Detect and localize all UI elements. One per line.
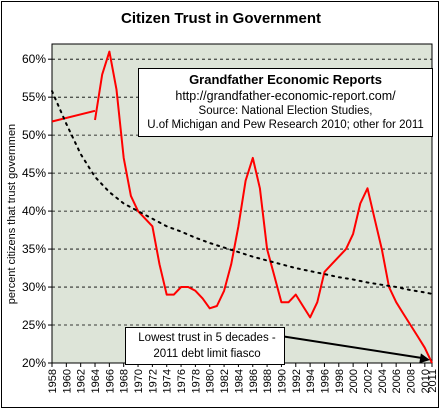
x-tick-label: 2000 (348, 369, 360, 393)
x-tick-label: 1964 (90, 369, 102, 393)
x-tick-label: 1986 (248, 369, 260, 393)
x-tick-label: 1970 (133, 369, 145, 393)
x-tick-label: 2011 (427, 369, 439, 393)
series-layer (51, 50, 433, 364)
x-tick-label: 1958 (47, 369, 59, 393)
y-axis: 20% 25% 30% 35% 40% 45% 50% 55% 60% (22, 52, 52, 370)
y-tick-label: 40% (22, 204, 46, 218)
x-tick-label: 1988 (262, 369, 274, 393)
y-tick-label: 35% (22, 242, 46, 256)
x-axis: 1958 1960 1962 1964 1966 1968 1970 1972 1974 1976… (47, 363, 439, 393)
annotation-line-1: Lowest trust in 5 decades - (138, 332, 276, 344)
x-tick-label: 2004 (377, 369, 389, 393)
trust-series-line (94, 50, 433, 364)
x-tick-label: 1976 (176, 369, 188, 393)
x-tick-label: 1962 (76, 369, 88, 393)
x-tick-label: 1960 (61, 369, 73, 393)
y-tick-label: 30% (22, 280, 46, 294)
y-tick-label: 20% (22, 356, 46, 370)
x-tick-label: 1972 (147, 369, 159, 393)
x-tick-label: 2008 (405, 369, 417, 393)
x-tick-label: 1996 (319, 369, 331, 393)
x-tick-label: 1968 (119, 369, 131, 393)
x-tick-label: 1980 (205, 369, 217, 393)
annotation-line-2: 2011 debt limit fiasco (153, 348, 261, 360)
x-tick-label: 1994 (305, 369, 317, 393)
x-tick-label: 1966 (104, 369, 116, 393)
y-tick-label: 60% (22, 52, 46, 66)
source-box-url: http://grandfather-economic-report.com/ (175, 89, 396, 103)
x-tick-label: 1978 (190, 369, 202, 393)
y-tick-label: 25% (22, 318, 46, 332)
annotation-box: Lowest trust in 5 decades - 2011 debt li… (125, 327, 285, 365)
x-tick-label: 2010 (420, 369, 432, 393)
source-box-source: Source: National Election Studies, (198, 105, 373, 117)
annotation-arrow-shaft (282, 335, 423, 359)
x-tick-label: 2006 (391, 369, 403, 393)
x-tick-label: 1982 (219, 369, 231, 393)
trend-line (51, 90, 433, 295)
chart-title: Citizen Trust in Government (120, 10, 322, 27)
x-tick-label: 1998 (334, 369, 346, 393)
x-tick-label: 1974 (162, 369, 174, 393)
y-axis-label: percent citizens that trust governmen (6, 123, 18, 305)
source-box-publisher: Grandfather Economic Reports (189, 72, 382, 87)
annotation-arrow-head (419, 353, 430, 364)
source-box-source-detail: U.of Michigan and Pew Research 2010; oth… (147, 119, 424, 131)
x-tick-label: 2002 (362, 369, 374, 393)
y-tick-label: 50% (22, 128, 46, 142)
trust-series-line (51, 109, 96, 123)
annotation-arrow-layer (282, 335, 430, 364)
y-tick-label: 45% (22, 166, 46, 180)
x-tick-label: 1992 (291, 369, 303, 393)
y-tick-label: 55% (22, 90, 46, 104)
x-tick-label: 1984 (233, 369, 245, 393)
source-box: Grandfather Economic Reports http://gran… (138, 68, 433, 137)
x-tick-label: 1990 (276, 369, 288, 393)
